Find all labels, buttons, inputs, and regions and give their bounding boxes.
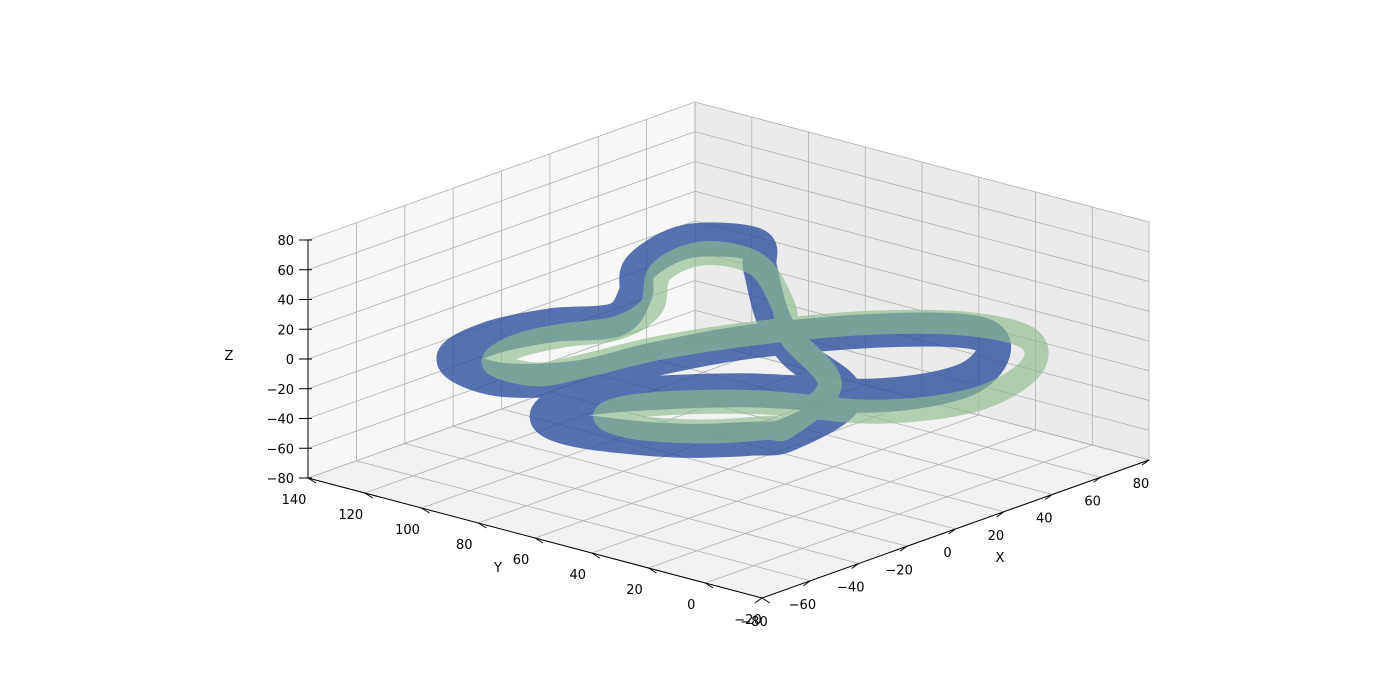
data-point <box>650 306 653 309</box>
data-point <box>754 401 757 404</box>
data-point <box>659 271 662 274</box>
z-tick-label: −20 <box>267 383 294 398</box>
z-tick-label: 0 <box>286 353 294 368</box>
y-tick-label: 80 <box>456 538 473 553</box>
data-point <box>452 358 455 361</box>
data-point <box>660 346 663 349</box>
data-point <box>1028 338 1031 341</box>
series-tube <box>481 241 1049 444</box>
z-gridline <box>307 131 1150 271</box>
x-tick-label: 20 <box>988 529 1005 544</box>
y-tick-label: 140 <box>282 493 307 508</box>
data-point <box>960 380 963 383</box>
data-point <box>706 430 709 433</box>
x-tick-label: −40 <box>837 581 864 596</box>
data-point <box>755 263 758 266</box>
x-tick-label: −20 <box>885 563 912 578</box>
y-tick <box>364 492 374 499</box>
data-point <box>992 351 995 354</box>
data-point <box>781 303 784 306</box>
data-point <box>878 321 881 324</box>
data-point <box>634 426 637 429</box>
plot-series <box>436 222 1049 458</box>
y-tick-label: 0 <box>687 598 695 613</box>
y-tick <box>421 507 430 514</box>
z-tick-label: −60 <box>267 442 294 457</box>
z-tick-label: 20 <box>277 323 294 338</box>
data-point <box>790 335 793 338</box>
data-point <box>786 424 789 427</box>
x-tick <box>948 528 956 535</box>
y-tick-label: 60 <box>513 553 530 568</box>
data-point <box>535 373 538 376</box>
data-point <box>586 364 589 367</box>
y-tick <box>477 522 487 529</box>
series-2 <box>481 241 1049 444</box>
y-axis-label: Y <box>493 561 502 576</box>
y-tick <box>648 567 657 574</box>
data-point <box>702 252 705 255</box>
data-point <box>752 243 755 246</box>
data-point <box>766 426 769 429</box>
data-point <box>828 383 831 386</box>
x-axis-label: X <box>996 551 1005 566</box>
x-tick <box>1141 459 1150 466</box>
z-tick-label: 60 <box>277 264 294 279</box>
data-point <box>973 398 976 401</box>
data-point <box>971 323 974 326</box>
x-tick <box>996 511 1005 518</box>
data-point <box>493 362 496 365</box>
data-point <box>686 240 689 243</box>
z-tick-label: 80 <box>277 234 294 249</box>
x-tick <box>754 597 763 604</box>
data-point <box>594 396 597 399</box>
data-point <box>560 334 563 337</box>
x-tick-label: 40 <box>1036 512 1053 527</box>
y-tick-label: 100 <box>395 523 420 538</box>
x-tick-label: −80 <box>740 615 767 630</box>
z-gridline <box>307 161 1150 300</box>
z-gridline <box>307 101 1150 241</box>
y-tick-label: 20 <box>626 583 643 598</box>
data-point <box>486 337 489 340</box>
data-point <box>649 403 652 406</box>
data-point <box>875 410 878 413</box>
y-tick <box>534 537 544 544</box>
x-tick-label: 80 <box>1133 477 1150 492</box>
y-tick <box>761 597 771 604</box>
z-gridline <box>307 220 1150 360</box>
data-point <box>871 394 874 397</box>
z-tick-label: 40 <box>277 294 294 309</box>
y-tick-label: −20 <box>734 613 761 628</box>
data-point <box>845 395 848 398</box>
z-tick-label: −40 <box>267 413 294 428</box>
data-point <box>770 330 773 333</box>
data-point <box>639 265 642 268</box>
y-tick-label: 120 <box>338 508 363 523</box>
x-tick-label: 60 <box>1084 494 1101 509</box>
z-tick-label: −80 <box>267 472 294 487</box>
data-point <box>634 294 637 297</box>
x-tick <box>803 580 811 587</box>
x-tick <box>1044 494 1053 500</box>
tick-labels: −80 −60 −40 −20 0 20 40 60 80 −20 0 20 40 60 80 100 120 1… <box>267 234 1150 630</box>
y-tick <box>704 582 714 589</box>
z-axis-label: Z <box>225 349 234 364</box>
x-tick-label: 0 <box>943 546 951 561</box>
y-tick <box>591 552 601 559</box>
y-tick <box>307 477 317 484</box>
x-tick <box>899 545 908 552</box>
z-gridline <box>307 190 1150 330</box>
data-point <box>616 327 619 330</box>
data-point <box>515 345 518 348</box>
x-tick <box>1093 476 1101 483</box>
y-tick-label: 40 <box>569 568 586 583</box>
x-tick <box>851 563 860 569</box>
data-point <box>604 414 607 417</box>
x-tick-label: −60 <box>789 598 816 613</box>
data-point <box>576 429 579 432</box>
data-point <box>1028 368 1031 371</box>
data-point <box>546 413 549 416</box>
